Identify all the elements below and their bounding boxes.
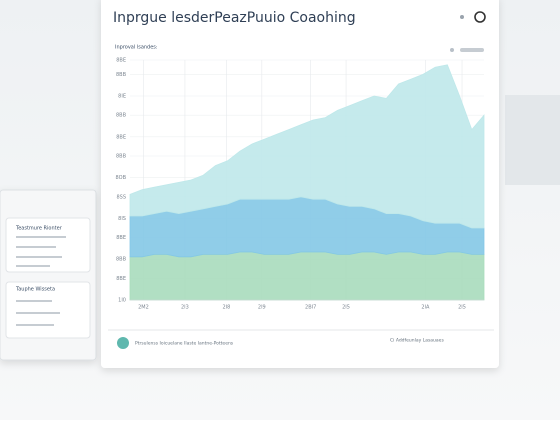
x-tick-label: 2I9 [258,305,266,311]
y-tick-label: 8IE [118,94,126,100]
title: Inprgue lesderPeazPuuio Coaohing [113,10,356,26]
y-tick-label: 8BE [116,58,126,64]
settings-icon[interactable] [474,11,486,23]
text-line [16,236,66,238]
area [129,64,485,229]
text-line [16,265,50,267]
window [505,95,560,185]
chart-subtitle: Inproval lsandes: [115,45,158,51]
y-tick-label: 8BB [116,257,127,263]
side-card [5,217,91,273]
area [129,251,485,301]
text-line [16,246,56,248]
icon[interactable] [460,15,464,19]
y-tick-label: 8BB [116,72,127,78]
y-tick-label: 8BB [116,154,127,160]
x-tick-label: 2I5 [458,305,466,311]
card-title: Tauphe Wisseta [15,287,55,293]
footer-text: Ptrsulenss Ioicuelane Ilaste Iantne-Pott… [135,341,234,347]
y-tick-label: 8BE [116,235,126,241]
x-tick-label: 2I5 [342,305,350,311]
text-line [16,300,52,302]
icon[interactable] [450,48,454,52]
plot: 1I0 8BE 8BB 8BE 8IS 8SS 8OB 8BB 8BE 8BB 8IE 8BB 8BE 2… [115,58,485,311]
text-line [16,256,62,258]
y-tick-label: 8BB [116,113,127,119]
y-tick-label: 8IS [118,216,126,222]
text-line [16,324,54,326]
text-line [16,312,60,314]
status-dot [117,337,129,349]
x-tick-label: 2I3 [181,305,189,311]
y-tick-label: 8BE [116,276,126,282]
y-tick-label: 8SS [116,194,126,200]
footer-text: Ci Addfeunlay Lasauaes [390,338,444,344]
y-tick-label: 8OB [115,175,126,181]
x-tick-label: 2BI7 [305,305,316,311]
x-tick-label: 2IA [421,305,430,311]
toolbar[interactable] [460,48,484,52]
y-tick-label: 8BE [116,134,126,140]
card-title: Teastmure Rionter [15,226,63,232]
x-tick-label: 2M2 [138,305,149,311]
x-tick-label: 2I8 [223,305,231,311]
y-tick-label: 1I0 [118,298,126,304]
